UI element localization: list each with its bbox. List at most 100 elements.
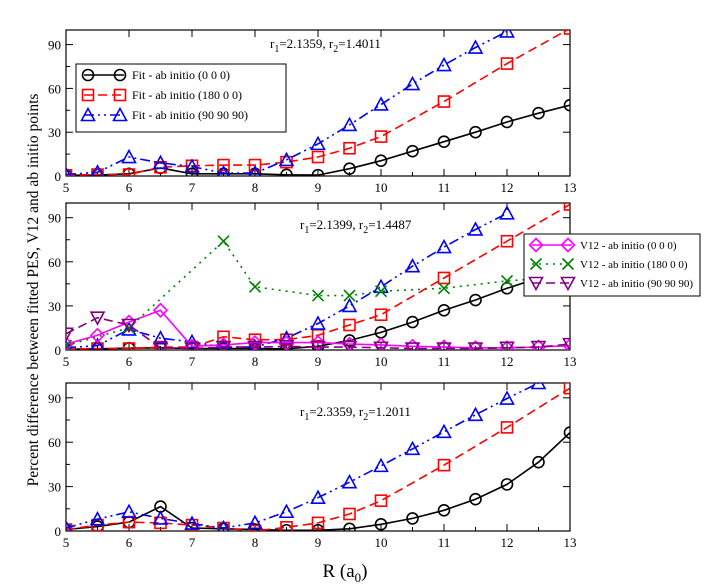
x-tick-label: 11 bbox=[438, 535, 451, 550]
data-point bbox=[122, 342, 136, 350]
data-point bbox=[437, 458, 451, 472]
data-point bbox=[373, 341, 389, 350]
data-point bbox=[436, 339, 452, 350]
data-point bbox=[532, 455, 545, 469]
legend-marker bbox=[80, 106, 96, 122]
annotation-part: r bbox=[300, 404, 305, 419]
data-point bbox=[311, 168, 325, 176]
x-tick-label: 9 bbox=[315, 180, 322, 195]
y-tick-label: 0 bbox=[55, 524, 62, 539]
data-point bbox=[152, 154, 169, 170]
annotation-part: =1.4011 bbox=[338, 36, 381, 51]
legend-marker bbox=[81, 88, 95, 102]
legend-marker bbox=[113, 88, 127, 102]
data-point bbox=[89, 510, 106, 526]
data-point bbox=[66, 166, 72, 176]
series-line bbox=[66, 212, 508, 349]
data-point bbox=[404, 75, 421, 91]
data-point bbox=[66, 168, 73, 176]
data-point bbox=[247, 335, 263, 350]
data-point bbox=[500, 478, 514, 491]
data-point bbox=[66, 339, 73, 350]
legend: V12 - ab initio (0 0 0) V12 - ab initio (… bbox=[523, 233, 701, 297]
annotation-part: 1 bbox=[274, 44, 279, 55]
legend-label: V12 - ab initio (0 0 0) bbox=[580, 240, 677, 252]
x-tick-label: 6 bbox=[126, 535, 133, 550]
data-point bbox=[500, 115, 514, 129]
annotation-part: 2 bbox=[333, 44, 338, 55]
x-tick-label: 8 bbox=[252, 535, 259, 550]
data-point bbox=[217, 167, 230, 176]
data-point bbox=[217, 164, 230, 176]
data-point bbox=[404, 338, 421, 350]
data-point bbox=[248, 524, 262, 531]
data-point bbox=[500, 281, 514, 295]
x-tick-label: 5 bbox=[63, 354, 70, 369]
data-point bbox=[436, 56, 452, 72]
data-point bbox=[374, 154, 388, 167]
data-point bbox=[530, 340, 547, 350]
y-tick-label: 60 bbox=[48, 81, 61, 96]
data-point bbox=[278, 151, 295, 167]
x-tick-label: 7 bbox=[189, 354, 196, 369]
data-point bbox=[373, 96, 389, 111]
y-tick-label: 60 bbox=[48, 435, 61, 450]
legend-marker bbox=[529, 257, 543, 271]
data-point bbox=[341, 473, 358, 489]
data-point bbox=[467, 221, 484, 236]
data-point bbox=[310, 315, 326, 330]
x-tick-label: 10 bbox=[375, 535, 388, 550]
data-point bbox=[343, 522, 356, 531]
y-axis-label: Percent difference between fitted PES, V… bbox=[25, 94, 42, 487]
annotation-part: =2.1359, r bbox=[279, 36, 334, 51]
legend-marker bbox=[81, 68, 95, 82]
data-point bbox=[467, 406, 484, 422]
x-axis-label: R (a0) bbox=[322, 561, 367, 585]
x-tick-label: 12 bbox=[501, 535, 514, 550]
legend-label: Fit - ab initio (180 0 0) bbox=[132, 88, 242, 102]
annotation-part: r bbox=[300, 217, 305, 232]
x-tick-label: 11 bbox=[438, 180, 451, 195]
series-line bbox=[66, 383, 539, 529]
data-point bbox=[404, 440, 421, 456]
data-point bbox=[404, 258, 421, 273]
data-point bbox=[373, 457, 389, 473]
data-point bbox=[66, 519, 73, 531]
x-tick-label: 13 bbox=[564, 180, 577, 195]
data-point bbox=[436, 423, 452, 439]
data-point bbox=[437, 135, 451, 148]
data-point bbox=[311, 516, 325, 530]
series-line bbox=[66, 30, 569, 176]
data-point bbox=[467, 39, 484, 54]
data-point bbox=[247, 514, 263, 530]
data-point bbox=[152, 302, 169, 318]
data-point bbox=[437, 282, 451, 295]
data-point bbox=[184, 515, 200, 530]
legend-label: Fit - ab initio (90 90 90) bbox=[132, 108, 248, 122]
legend-label: V12 - ab initio (90 90 90) bbox=[580, 278, 693, 290]
x-tick-label: 11 bbox=[438, 354, 451, 369]
data-point bbox=[248, 333, 262, 347]
data-point bbox=[217, 519, 230, 531]
x-tick-label: 10 bbox=[375, 180, 388, 195]
data-point bbox=[343, 318, 356, 332]
data-point bbox=[341, 297, 358, 313]
annotation-part: =2.1399, r bbox=[309, 217, 364, 232]
data-point bbox=[467, 342, 484, 350]
x-tick-label: 9 bbox=[315, 535, 322, 550]
data-point bbox=[499, 205, 515, 220]
annotation-part: 2 bbox=[363, 412, 368, 423]
annotation-part: =1.2011 bbox=[368, 404, 411, 419]
data-point bbox=[280, 333, 293, 347]
data-point bbox=[310, 340, 326, 350]
data-point bbox=[215, 340, 232, 350]
data-point bbox=[532, 106, 545, 120]
data-point bbox=[500, 57, 514, 70]
x-tick-label: 12 bbox=[501, 180, 514, 195]
data-point bbox=[121, 318, 137, 334]
data-point bbox=[310, 489, 326, 505]
